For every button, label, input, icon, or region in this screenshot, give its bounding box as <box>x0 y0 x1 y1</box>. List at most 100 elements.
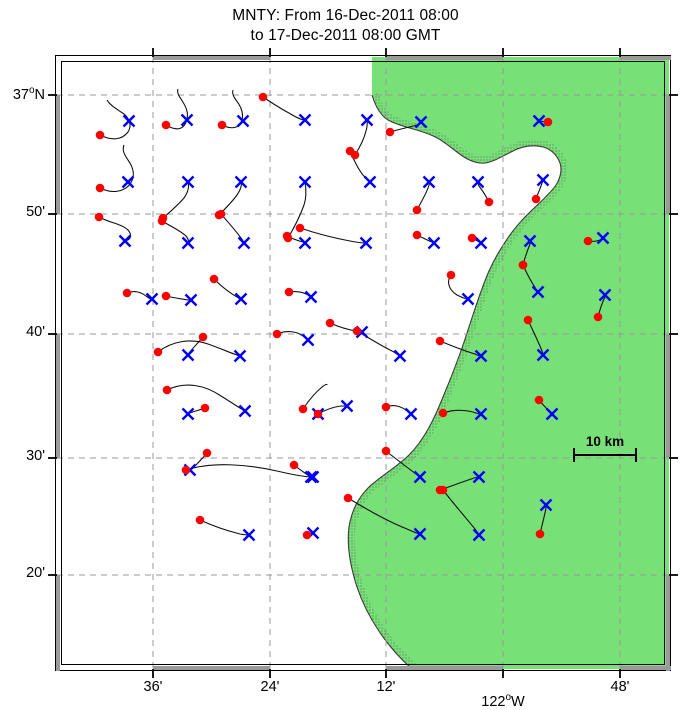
trajectory-start-marker <box>181 465 191 475</box>
trajectory-track <box>302 383 328 410</box>
land-mass <box>347 57 669 669</box>
trajectory-end-marker <box>472 528 486 542</box>
trajectory-start-marker <box>295 223 305 233</box>
trajectory-end-marker <box>414 115 428 129</box>
trajectory-end-marker <box>474 349 488 363</box>
trajectory-track <box>98 216 132 242</box>
trajectory-end-marker <box>184 293 198 307</box>
trajectory-start-marker <box>313 409 323 419</box>
trajectory-end-marker <box>236 114 250 128</box>
trajectory-end-marker <box>413 470 427 484</box>
trajectory-end-marker <box>531 285 545 299</box>
trajectory-end-marker <box>422 175 436 189</box>
trajectory-start-marker <box>531 194 541 204</box>
trajectory-end-marker <box>472 470 486 484</box>
trajectory-track <box>199 519 250 536</box>
trajectory-start-marker <box>302 530 312 540</box>
trajectory-track <box>218 181 242 216</box>
y-axis-tick-label-4: 20' <box>26 565 45 581</box>
trajectory-end-marker <box>298 236 312 250</box>
trajectory-track <box>221 89 244 129</box>
trajectory-track <box>165 88 189 130</box>
trajectory-start-marker <box>343 493 353 503</box>
trajectory-end-marker <box>596 231 610 245</box>
trajectory-start-marker <box>583 236 593 246</box>
trajectory-end-marker <box>598 288 612 302</box>
trajectory-end-marker <box>242 528 256 542</box>
trajectory-end-marker <box>181 407 195 421</box>
x-axis-tick-label-3: 122oW <box>481 692 525 710</box>
trajectory-start-marker <box>94 212 104 222</box>
trajectory-start-marker <box>352 326 362 336</box>
trajectory-start-marker <box>161 120 171 130</box>
trajectory-start-marker <box>325 318 335 328</box>
trajectory-track <box>287 181 307 239</box>
trajectory-end-marker <box>359 236 373 250</box>
trajectory-end-marker <box>523 234 537 248</box>
trajectory-start-marker <box>122 288 132 298</box>
x-axis-tick-label-1: 24' <box>260 679 280 695</box>
scale-bar-label: 10 km <box>585 434 625 449</box>
y-axis-tick-label-0: 37oN <box>12 85 45 103</box>
trajectory-start-marker <box>438 408 448 418</box>
trajectory-end-marker <box>404 407 418 421</box>
trajectory-start-marker <box>198 332 208 342</box>
trajectory-start-marker <box>258 92 268 102</box>
trajectory-start-marker <box>412 205 422 215</box>
map-gridlines <box>57 57 669 669</box>
x-axis-tick-label-0: 36' <box>143 679 163 695</box>
trajectory-start-marker <box>289 460 299 470</box>
trajectory-start-marker <box>412 230 422 240</box>
trajectory-end-marker <box>306 470 320 484</box>
trajectory-start-marker <box>484 197 494 207</box>
trajectory-start-marker <box>438 485 448 495</box>
trajectory-track <box>448 274 469 300</box>
trajectory-start-marker <box>216 209 226 219</box>
trajectory-start-marker <box>535 529 545 539</box>
trajectory-track <box>354 119 368 156</box>
trajectory-track <box>99 99 131 140</box>
scale-bar-cap-right <box>635 448 637 462</box>
map-canvas <box>57 57 669 669</box>
trajectory-start-marker <box>195 515 205 525</box>
trajectory-end-marker <box>298 113 312 127</box>
trajectory-start-marker <box>381 402 391 412</box>
trajectory-track <box>162 181 190 219</box>
trajectory-end-marker <box>234 175 248 189</box>
trajectory-end-marker <box>180 113 194 127</box>
trajectory-track <box>299 227 367 244</box>
trajectory-start-marker <box>272 329 282 339</box>
trajectory-start-marker <box>593 312 603 322</box>
trajectory-end-marker <box>363 175 377 189</box>
map-plot-area <box>57 57 669 669</box>
trajectory-end-marker <box>536 173 550 187</box>
trajectory-start-marker <box>523 315 533 325</box>
trajectory-end-marker <box>301 333 315 347</box>
trajectory-end-marker <box>121 175 135 189</box>
trajectory-end-marker <box>360 113 374 127</box>
y-axis-tick-label-2: 40' <box>26 324 45 340</box>
trajectory-start-marker <box>381 446 391 456</box>
trajectory-start-marker <box>282 231 292 241</box>
trajectory-layer <box>94 88 612 542</box>
trajectory-start-marker <box>543 117 553 127</box>
trajectory-start-marker <box>446 270 456 280</box>
trajectory-end-marker <box>304 470 318 484</box>
x-axis-tick-label-4: 48' <box>610 679 630 695</box>
trajectory-track <box>99 144 134 193</box>
trajectory-end-marker <box>539 498 553 512</box>
trajectory-start-marker <box>202 448 212 458</box>
trajectory-end-marker <box>234 292 248 306</box>
title-line-1: MNTY: From 16-Dec-2011 08:00 <box>232 7 459 24</box>
trajectory-start-marker <box>209 274 219 284</box>
trajectory-end-marker <box>393 349 407 363</box>
trajectory-end-marker <box>233 349 247 363</box>
trajectory-start-marker <box>95 183 105 193</box>
title-line-2: to 17-Dec-2011 08:00 GMT <box>250 27 441 44</box>
trajectory-end-marker <box>545 407 559 421</box>
trajectory-start-marker <box>161 291 171 301</box>
trajectory-track <box>185 464 314 478</box>
trajectory-end-marker <box>427 236 441 250</box>
trajectory-track <box>157 340 241 357</box>
trajectory-end-marker <box>304 290 318 304</box>
